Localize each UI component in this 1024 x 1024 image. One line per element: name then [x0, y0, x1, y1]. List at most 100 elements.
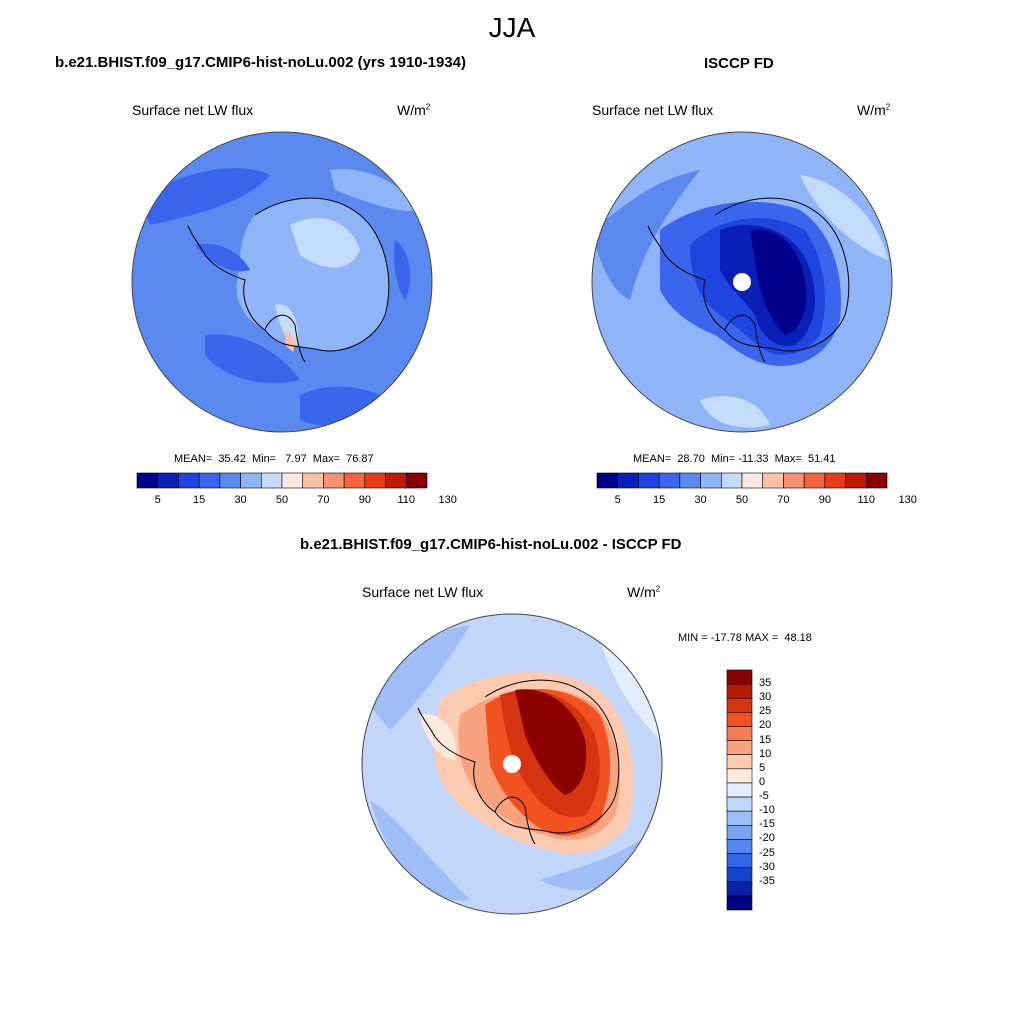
colorbar-tick-label: -5	[759, 790, 769, 803]
colorbar-tick-label: 50	[735, 494, 749, 506]
colorbar-tick-label: 5	[154, 494, 161, 506]
colorbar-tick-label: 30	[234, 494, 247, 506]
colorbar-obs-swatch	[845, 472, 867, 489]
colorbar-tick-label: 35	[759, 677, 772, 690]
colorbar-tick-label: 130	[898, 494, 917, 506]
colorbar-tick-label: 30	[759, 691, 772, 704]
colorbar-tick-label: 15	[653, 494, 666, 506]
colorbar-tick-label: -10	[759, 804, 775, 817]
map-diff-border	[361, 613, 663, 915]
colorbar-tick-label: 130	[438, 494, 457, 506]
stats-model: MEAN= 35.42 Min= 7.97 Max= 76.87	[174, 453, 374, 465]
variable-label-model: Surface net LW flux	[132, 102, 254, 118]
colorbar-obs-swatch	[803, 472, 826, 489]
colorbar-tick-label: 90	[358, 494, 371, 506]
colorbar-tick-label: 70	[777, 494, 790, 506]
colorbar-tick-label: 20	[759, 719, 772, 732]
colorbar-obs-swatch	[720, 472, 743, 489]
colorbar-diff-swatch	[726, 824, 753, 840]
colorbar-tick-label: 30	[694, 494, 707, 506]
colorbar-diff-swatch	[726, 754, 753, 770]
panel-title-obs: ISCCP FD	[704, 55, 774, 72]
colorbar-tick-label: 0	[759, 775, 766, 788]
figure-title: JJA	[488, 12, 536, 43]
colorbar-tick-label: 110	[397, 494, 416, 506]
colorbar-diff-swatch	[726, 810, 753, 826]
colorbar-diff-swatch	[726, 712, 753, 727]
colorbar-obs-swatch	[617, 472, 639, 489]
colorbar-model-swatch	[260, 472, 283, 489]
map-diff-field	[362, 614, 662, 914]
colorbar-diff-swatch	[726, 697, 753, 713]
colorbar-tick-label: 90	[818, 494, 831, 506]
variable-label-diff: Surface net LW flux	[362, 584, 484, 600]
colorbar-obs-swatch	[658, 472, 681, 489]
colorbar-diff-swatch	[726, 768, 753, 784]
colorbar-model-swatch	[178, 472, 200, 489]
colorbar-tick-label: 15	[193, 494, 206, 506]
colorbar-diff-swatch	[726, 683, 753, 699]
colorbar-tick-label: 5	[759, 761, 766, 774]
colorbar-diff-swatch	[726, 895, 753, 911]
colorbar-obs-swatch	[741, 472, 764, 489]
panel-title-diff: b.e21.BHIST.f09_g17.CMIP6-hist-noLu.002 …	[300, 536, 682, 553]
colorbar-model-swatch	[364, 472, 386, 489]
colorbar-tick-label: 15	[759, 733, 772, 746]
colorbar-model-swatch	[240, 472, 262, 489]
colorbar-model-swatch	[343, 472, 366, 489]
colorbar-diff	[726, 669, 753, 911]
colorbar-obs-swatch	[762, 472, 784, 489]
colorbar-obs	[596, 472, 888, 489]
colorbar-tick-label: 110	[857, 494, 876, 506]
colorbar-model-swatch	[281, 472, 304, 489]
coastline-diff	[417, 679, 620, 845]
colorbar-diff-swatch	[726, 881, 753, 897]
colorbar-tick-label: -15	[759, 818, 775, 831]
map-obs-field	[592, 132, 892, 432]
panel-title-model: b.e21.BHIST.f09_g17.CMIP6-hist-noLu.002 …	[55, 54, 466, 71]
pole-hole-diff	[503, 755, 521, 773]
colorbar-model-swatch	[323, 472, 345, 489]
units-label-diff: W/m2	[627, 584, 661, 600]
colorbar-model-swatch	[302, 472, 324, 489]
variable-label-obs: Surface net LW flux	[592, 102, 714, 118]
units-label-model: W/m2	[397, 102, 431, 118]
colorbar-obs-swatch	[679, 472, 701, 489]
colorbar-tick-label: -20	[759, 832, 775, 845]
colorbar-model	[136, 472, 428, 489]
colorbar-tick-label: 50	[275, 494, 289, 506]
stats-obs: MEAN= 28.70 Min= -11.33 Max= 51.41	[633, 453, 836, 465]
colorbar-tick-label: 5	[614, 494, 621, 506]
colorbar-tick-label: 70	[317, 494, 330, 506]
colorbar-diff-swatch	[726, 796, 753, 812]
map-model-border	[131, 131, 433, 433]
colorbar-diff-swatch	[726, 669, 753, 685]
colorbar-diff-swatch	[726, 740, 753, 756]
colorbar-model-swatch	[136, 472, 159, 489]
colorbar-obs-swatch	[700, 472, 722, 489]
map-model-field	[132, 132, 432, 432]
map-obs-border	[591, 131, 893, 433]
colorbar-model-swatch	[157, 472, 179, 489]
colorbar-diff-swatch	[726, 853, 753, 868]
colorbar-diff-swatch	[726, 867, 753, 883]
coastline-obs	[647, 197, 850, 363]
colorbar-tick-label: -30	[759, 860, 775, 873]
colorbar-obs-swatch	[865, 472, 888, 489]
colorbar-model-swatch	[219, 472, 241, 489]
colorbar-obs-swatch	[824, 472, 846, 489]
colorbar-diff-swatch	[726, 782, 753, 798]
colorbar-diff-swatch	[726, 839, 753, 854]
coastline-model	[187, 197, 390, 363]
colorbar-model-swatch	[385, 472, 407, 489]
colorbar-tick-label: 10	[759, 747, 772, 760]
colorbar-obs-swatch	[596, 472, 619, 489]
colorbar-tick-label: 25	[759, 705, 772, 718]
colorbar-obs-swatch	[783, 472, 805, 489]
colorbar-diff-swatch	[726, 726, 753, 741]
colorbar-model-swatch	[405, 472, 428, 489]
colorbar-model-swatch	[198, 472, 221, 489]
colorbar-tick-label: -35	[759, 874, 775, 887]
units-label-obs: W/m2	[857, 102, 891, 118]
